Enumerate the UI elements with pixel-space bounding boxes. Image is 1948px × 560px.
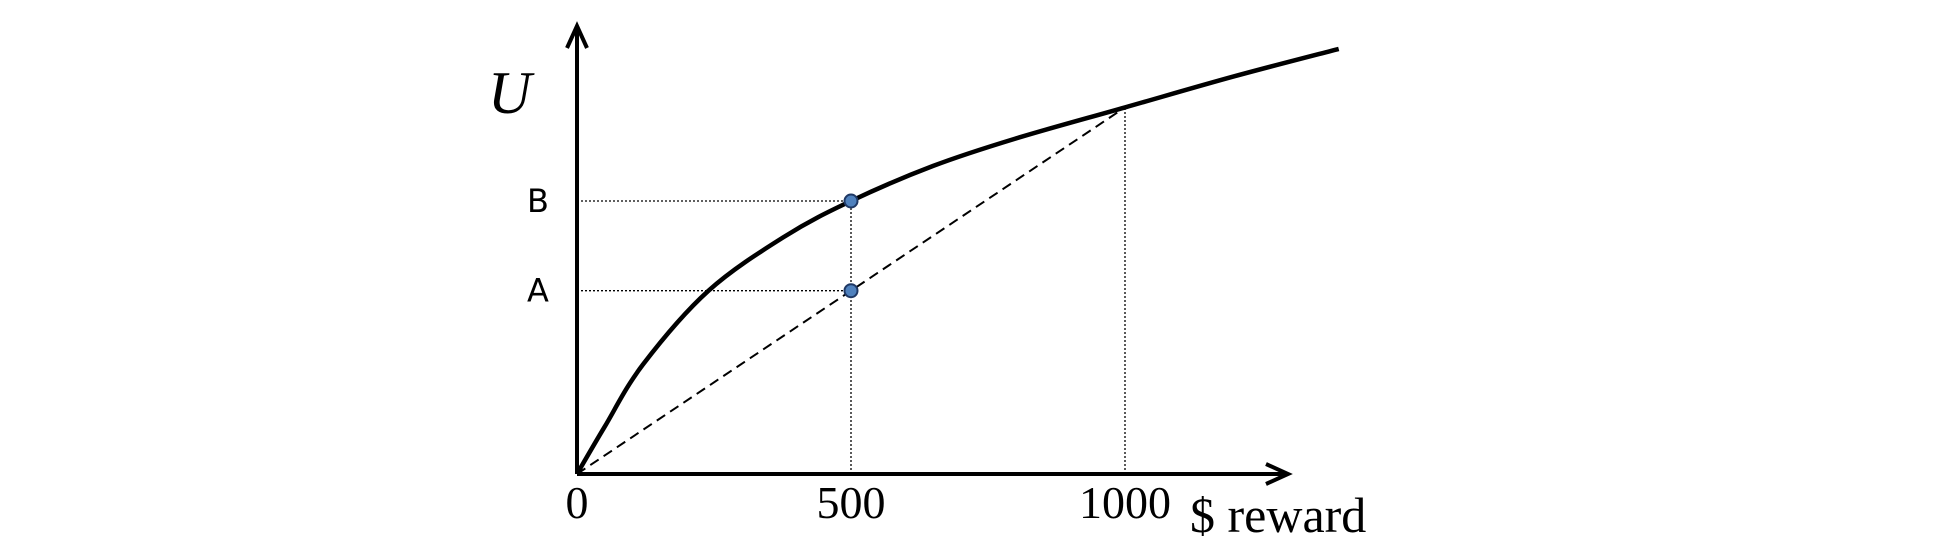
- guide-lines: [577, 107, 1126, 474]
- x-tick-label: 0: [566, 477, 589, 528]
- x-tick-labels: 0 500 1000: [566, 477, 1172, 528]
- series-group: [575, 46, 1340, 476]
- points-group: BA: [527, 182, 859, 310]
- axes: [565, 21, 1293, 486]
- utility-curve: [575, 46, 1340, 476]
- y-axis-arrowhead: [565, 21, 589, 49]
- labels: U $ reward: [488, 60, 1366, 543]
- y-axis-label: U: [488, 60, 535, 126]
- x-axis-label: $ reward: [1190, 487, 1366, 543]
- x-axis-arrowhead: [1265, 462, 1293, 486]
- point-label-a: A: [527, 272, 549, 310]
- point-label-b: B: [527, 182, 549, 220]
- x-tick-label: 500: [817, 477, 886, 528]
- point-a: [843, 283, 859, 299]
- point-b: [843, 193, 859, 209]
- x-tick-label: 1000: [1079, 477, 1171, 528]
